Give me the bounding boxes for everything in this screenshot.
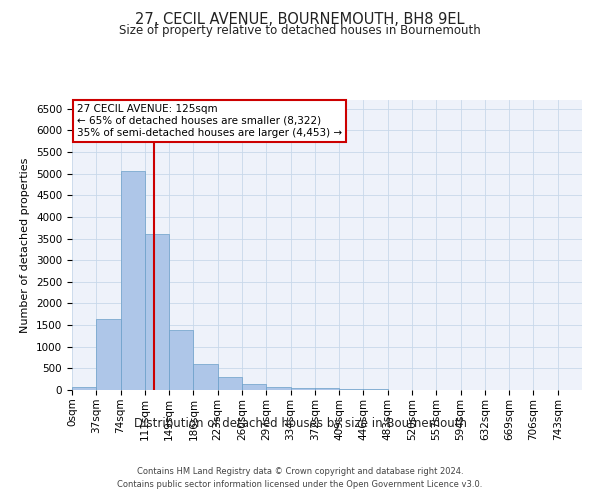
Text: Contains HM Land Registry data © Crown copyright and database right 2024.: Contains HM Land Registry data © Crown c… — [137, 467, 463, 476]
Bar — [242, 384, 266, 390]
Text: Contains public sector information licensed under the Open Government Licence v3: Contains public sector information licen… — [118, 480, 482, 489]
Bar — [266, 386, 290, 390]
Bar — [218, 376, 242, 390]
Bar — [315, 388, 339, 390]
Bar — [121, 171, 145, 390]
Bar — [72, 387, 96, 390]
Text: 27, CECIL AVENUE, BOURNEMOUTH, BH8 9EL: 27, CECIL AVENUE, BOURNEMOUTH, BH8 9EL — [135, 12, 465, 28]
Bar — [339, 389, 364, 390]
Text: 27 CECIL AVENUE: 125sqm
← 65% of detached houses are smaller (8,322)
35% of semi: 27 CECIL AVENUE: 125sqm ← 65% of detache… — [77, 104, 342, 138]
Bar — [96, 320, 121, 390]
Bar — [145, 234, 169, 390]
Bar — [290, 388, 315, 390]
Bar — [193, 364, 218, 390]
Text: Size of property relative to detached houses in Bournemouth: Size of property relative to detached ho… — [119, 24, 481, 37]
Text: Distribution of detached houses by size in Bournemouth: Distribution of detached houses by size … — [133, 418, 467, 430]
Y-axis label: Number of detached properties: Number of detached properties — [20, 158, 31, 332]
Bar — [169, 330, 193, 390]
